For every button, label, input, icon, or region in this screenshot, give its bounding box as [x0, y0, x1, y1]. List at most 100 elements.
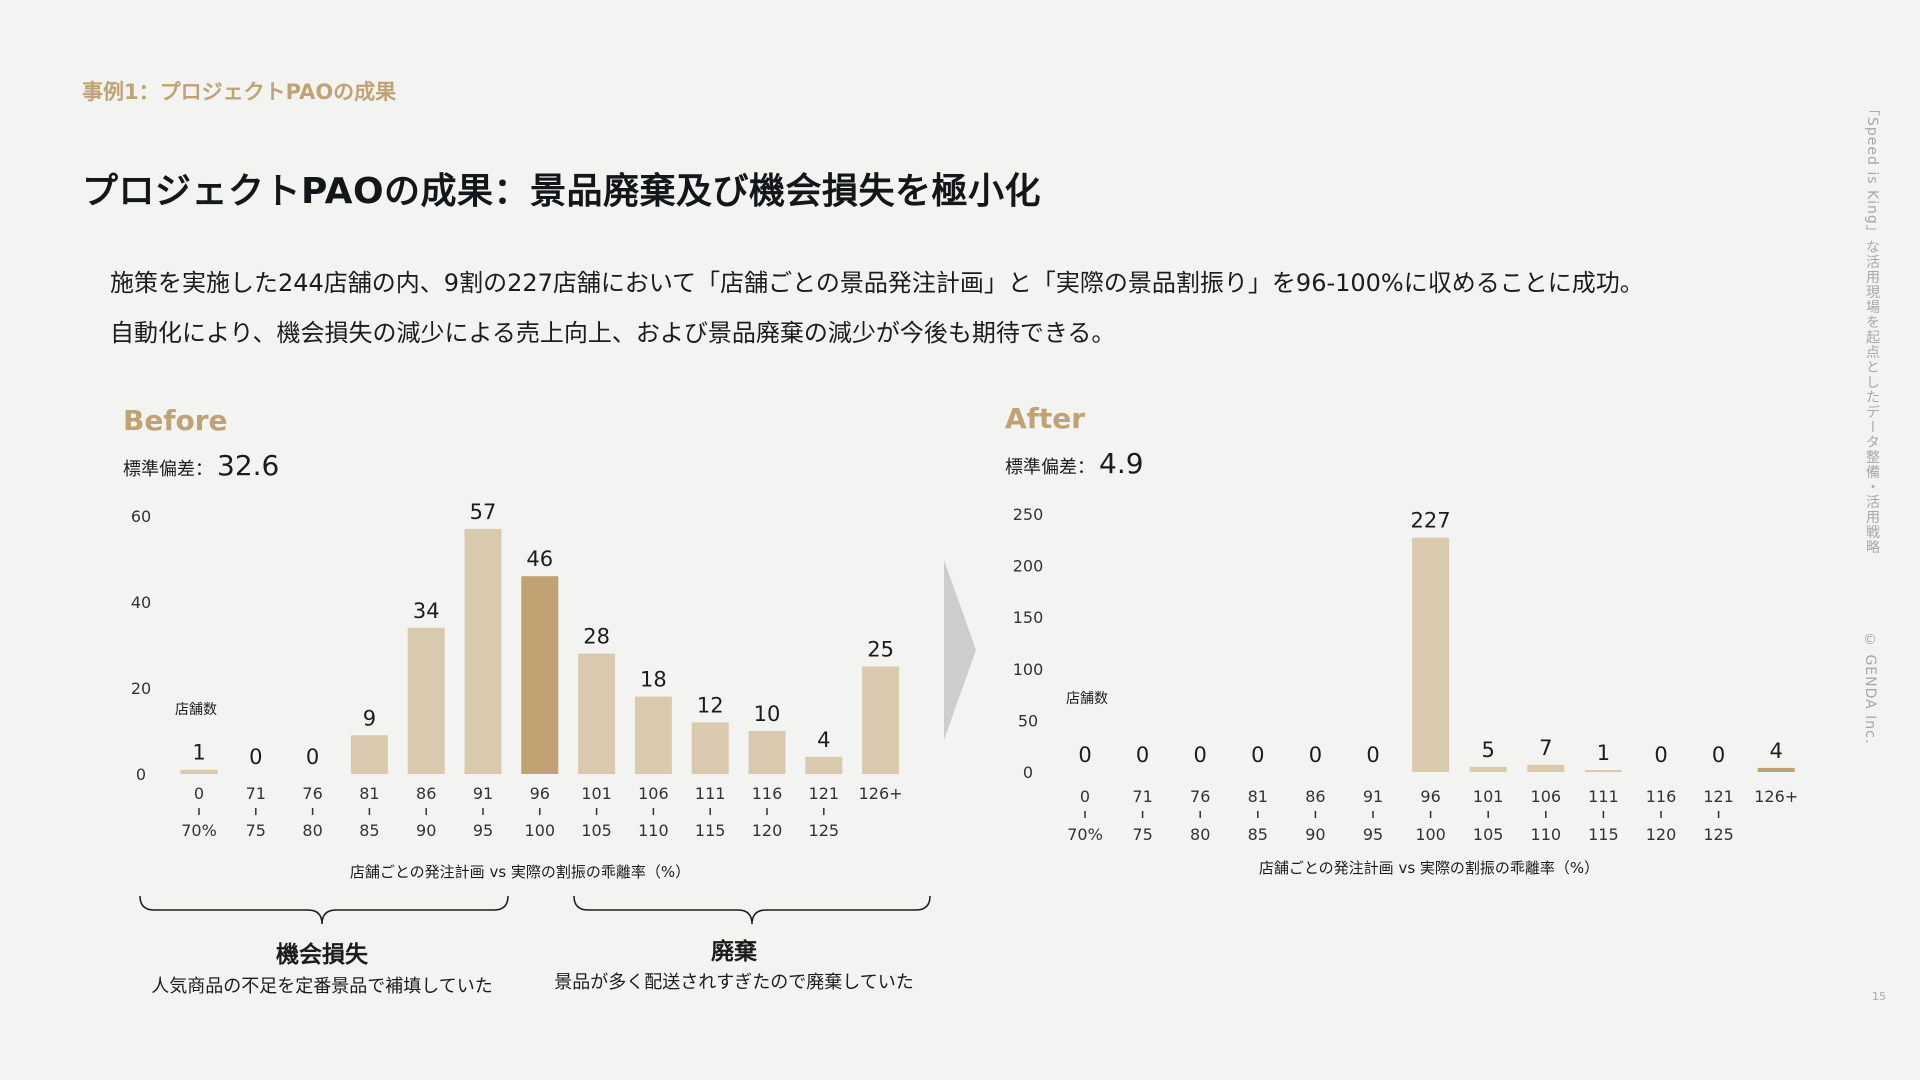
after-y-tick-label: 150	[1013, 608, 1044, 627]
after-tick-label: 121	[1703, 787, 1734, 806]
after-tick-label: 101	[1473, 787, 1504, 806]
after-tick-label: 86	[1305, 787, 1325, 806]
before-y-tick-label: 0	[136, 765, 146, 784]
after-data-label: 0	[1136, 743, 1149, 767]
after-tick-label: 91	[1363, 787, 1383, 806]
before-tick-label: 80	[302, 821, 322, 840]
after-tick-label: 85	[1248, 825, 1268, 844]
after-tick-label: 76	[1190, 787, 1210, 806]
after-data-label: 0	[1251, 743, 1264, 767]
after-tick-label: 81	[1248, 787, 1268, 806]
before-bar	[634, 696, 672, 774]
before-tick-label: 96	[530, 784, 550, 803]
after-bar	[1469, 766, 1507, 772]
before-data-label: 10	[754, 702, 781, 726]
after-data-label: 0	[1654, 743, 1667, 767]
before-stdev-value: 32.6	[217, 449, 280, 482]
after-tick-label: 75	[1132, 825, 1152, 844]
before-tick-label: 75	[246, 821, 266, 840]
before-y-tick-label: 20	[131, 679, 151, 698]
before-bar	[578, 653, 616, 774]
after-data-label: 4	[1770, 739, 1783, 763]
after-data-label: 0	[1309, 743, 1322, 767]
before-after-arrow	[944, 560, 976, 740]
before-bar	[748, 731, 786, 774]
before-tick-label: 106	[638, 784, 669, 803]
after-tick-label: 70%	[1067, 825, 1103, 844]
after-bar	[1584, 770, 1622, 772]
loss-title: 機会損失	[276, 942, 368, 968]
after-y-tick-label: 100	[1013, 660, 1044, 679]
before-data-label: 25	[867, 638, 894, 662]
after-tick-label: 90	[1305, 825, 1325, 844]
after-data-label: 7	[1539, 736, 1552, 760]
description: 施策を実施した244店舗の内、9割の227店舗において「店舗ごとの景品発注計画」…	[110, 258, 1644, 358]
before-tick-label: 120	[752, 821, 783, 840]
before-bar	[521, 576, 559, 774]
page-number: 15	[1872, 990, 1886, 1003]
waste-brace	[573, 895, 931, 925]
description-line-2: 自動化により、機会損失の減少による売上向上、および景品廃棄の減少が今後も期待でき…	[110, 319, 1116, 347]
before-x-axis-label: 店舗ごとの発注計画 vs 実際の割振の乖離率（%）	[350, 863, 690, 881]
after-data-label: 0	[1078, 743, 1091, 767]
after-y-tick-label: 250	[1013, 505, 1044, 524]
after-tick-label: 116	[1646, 787, 1677, 806]
before-data-label: 57	[470, 500, 497, 524]
before-stdev: 標準偏差： 32.6	[123, 449, 279, 482]
before-bar	[691, 722, 729, 774]
before-tick-label: 0	[194, 784, 204, 803]
after-data-label: 0	[1366, 743, 1379, 767]
before-tick-label: 71	[246, 784, 266, 803]
before-tick-label: 111	[695, 784, 726, 803]
before-tick-label: 116	[752, 784, 783, 803]
before-y-tick-label: 60	[131, 507, 151, 526]
after-tick-label: 115	[1588, 825, 1619, 844]
after-tick-label: 80	[1190, 825, 1210, 844]
after-data-label: 0	[1712, 743, 1725, 767]
after-tick-label: 106	[1531, 787, 1562, 806]
before-bar	[805, 756, 843, 774]
before-data-label: 4	[817, 728, 830, 752]
before-y-axis-label: 店舗数	[175, 702, 217, 718]
before-tick-label: 86	[416, 784, 436, 803]
after-y-tick-label: 0	[1023, 763, 1033, 782]
after-stdev-label: 標準偏差：	[1005, 457, 1095, 478]
before-tick-label: 85	[359, 821, 379, 840]
before-tick-label: 126+	[859, 784, 903, 803]
before-stdev-label: 標準偏差：	[123, 459, 213, 480]
before-bar	[350, 735, 388, 774]
after-data-label: 227	[1411, 509, 1451, 533]
before-tick-label: 101	[581, 784, 612, 803]
before-bar	[407, 627, 445, 774]
after-y-tick-label: 50	[1018, 711, 1038, 730]
after-tick-label: 95	[1363, 825, 1383, 844]
before-label: Before	[123, 404, 228, 437]
copyright: © GENDA Inc.	[1862, 632, 1878, 745]
side-tagline: 「Speed is King」な活用現場を起点としたデータ整備・活用戦略	[1864, 102, 1880, 555]
after-tick-label: 105	[1473, 825, 1504, 844]
breadcrumb: 事例1：プロジェクトPAOの成果	[82, 80, 397, 104]
before-bar	[464, 528, 502, 774]
before-data-label: 0	[306, 745, 319, 769]
before-tick-label: 81	[359, 784, 379, 803]
before-data-label: 34	[413, 599, 440, 623]
before-y-tick-label: 40	[131, 593, 151, 612]
after-tick-label: 126+	[1754, 787, 1798, 806]
description-line-1: 施策を実施した244店舗の内、9割の227店舗において「店舗ごとの景品発注計画」…	[110, 269, 1644, 297]
before-tick-label: 121	[809, 784, 840, 803]
before-data-label: 18	[640, 668, 667, 692]
before-tick-label: 115	[695, 821, 726, 840]
before-tick-label: 70%	[181, 821, 217, 840]
before-data-label: 0	[249, 745, 262, 769]
before-data-label: 9	[363, 706, 376, 730]
before-tick-label: 110	[638, 821, 669, 840]
after-tick-label: 71	[1132, 787, 1152, 806]
before-data-label: 12	[697, 693, 724, 717]
waste-title: 廃棄	[711, 939, 757, 965]
after-tick-label: 0	[1080, 787, 1090, 806]
after-tick-label: 111	[1588, 787, 1619, 806]
after-data-label: 1	[1597, 741, 1610, 765]
